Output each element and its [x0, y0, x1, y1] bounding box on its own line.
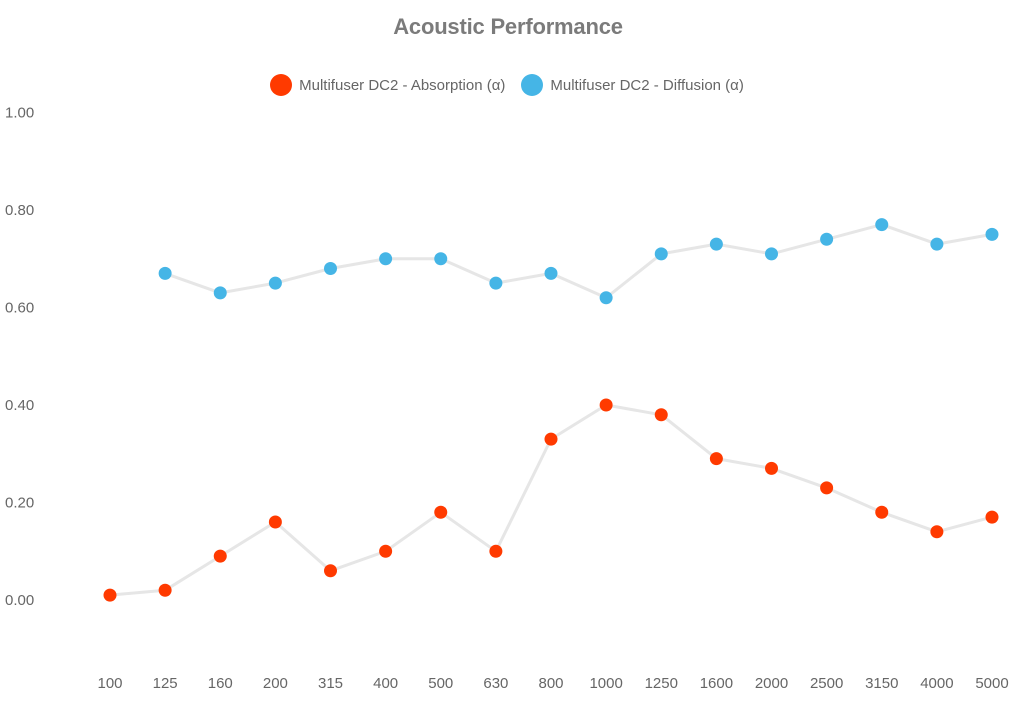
data-point[interactable] — [434, 505, 448, 519]
x-tick-label: 5000 — [975, 675, 1008, 692]
y-tick-label: 0.00 — [5, 592, 34, 609]
y-tick-label: 0.60 — [5, 300, 34, 317]
x-tick-label: 1000 — [589, 675, 622, 692]
data-point[interactable] — [213, 549, 227, 563]
data-point[interactable] — [599, 291, 613, 305]
data-point[interactable] — [434, 252, 448, 266]
data-point[interactable] — [654, 247, 668, 261]
x-tick-label: 2500 — [810, 675, 843, 692]
x-tick-label: 100 — [97, 675, 122, 692]
y-tick-label: 0.40 — [5, 397, 34, 414]
y-tick-label: 0.20 — [5, 495, 34, 512]
data-point[interactable] — [875, 218, 889, 232]
data-point[interactable] — [489, 276, 503, 290]
series-diffusion — [158, 218, 999, 305]
data-point[interactable] — [820, 481, 834, 495]
y-axis: 0.00 0.20 0.40 0.60 0.80 1.00 — [5, 105, 34, 610]
legend-label-absorption: Multifuser DC2 - Absorption (α) — [299, 76, 506, 94]
data-point[interactable] — [544, 432, 558, 446]
series-line — [164, 223, 993, 300]
x-tick-label: 4000 — [920, 675, 953, 692]
data-point[interactable] — [985, 510, 999, 524]
data-point[interactable] — [158, 583, 172, 597]
data-point[interactable] — [709, 237, 723, 251]
x-tick-label: 800 — [538, 675, 563, 692]
data-point[interactable] — [985, 227, 999, 241]
data-point[interactable] — [213, 286, 227, 300]
data-point[interactable] — [599, 398, 613, 412]
data-point[interactable] — [379, 544, 393, 558]
data-point[interactable] — [820, 232, 834, 246]
data-point[interactable] — [765, 247, 778, 261]
series-absorption — [103, 398, 999, 602]
data-point[interactable] — [268, 515, 282, 529]
x-axis: 100 125 160 200 315 400 500 630 800 1000 1250 1600 2… — [97, 675, 1008, 692]
legend-swatch-absorption — [270, 74, 293, 96]
x-tick-label: 3150 — [865, 675, 898, 692]
x-tick-label: 2000 — [755, 675, 788, 692]
legend-item-absorption[interactable]: Multifuser DC2 - Absorption (α) — [270, 74, 505, 96]
x-tick-label: 630 — [483, 675, 508, 692]
data-point[interactable] — [324, 564, 337, 578]
data-point[interactable] — [489, 544, 503, 558]
data-point[interactable] — [379, 252, 393, 266]
y-tick-label: 0.80 — [5, 202, 34, 219]
legend-swatch-diffusion — [521, 74, 544, 96]
data-point[interactable] — [268, 276, 282, 290]
x-tick-label: 500 — [428, 675, 453, 692]
legend-label-diffusion: Multifuser DC2 - Diffusion (α) — [550, 76, 744, 94]
x-tick-label: 200 — [263, 675, 288, 692]
data-point[interactable] — [930, 525, 944, 539]
data-point[interactable] — [765, 461, 778, 475]
data-point[interactable] — [654, 408, 668, 422]
x-tick-label: 160 — [208, 675, 233, 692]
data-point[interactable] — [930, 237, 944, 251]
x-tick-label: 400 — [373, 675, 398, 692]
x-tick-label: 125 — [153, 675, 178, 692]
y-tick-label: 1.00 — [5, 105, 34, 122]
data-point[interactable] — [103, 588, 117, 602]
legend-item-diffusion[interactable]: Multifuser DC2 - Diffusion (α) — [521, 74, 744, 96]
chart-legend: Multifuser DC2 - Absorption (α) Multifus… — [0, 74, 1014, 96]
chart-title: Acoustic Performance — [393, 14, 623, 39]
data-point[interactable] — [875, 505, 889, 519]
data-point[interactable] — [709, 452, 723, 466]
x-tick-label: 1600 — [700, 675, 733, 692]
x-tick-label: 1250 — [645, 675, 678, 692]
data-point[interactable] — [158, 266, 172, 280]
data-point[interactable] — [324, 262, 337, 275]
data-point[interactable] — [544, 266, 558, 280]
x-tick-label: 315 — [318, 675, 343, 692]
